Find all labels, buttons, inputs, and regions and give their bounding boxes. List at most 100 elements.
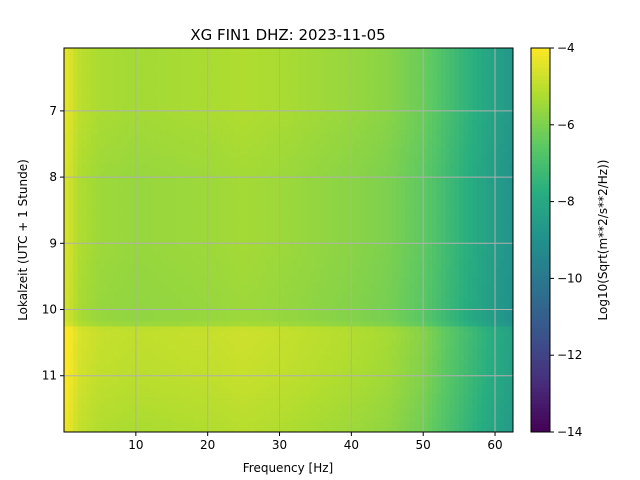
- heatmap-cell: [423, 235, 429, 241]
- heatmap-cell: [86, 211, 92, 217]
- heatmap-cell: [427, 124, 433, 130]
- heatmap-cell: [495, 96, 500, 102]
- heatmap-cell: [167, 115, 173, 121]
- heatmap-cell: [221, 134, 227, 140]
- heatmap-cell: [158, 235, 164, 241]
- heatmap-cell: [176, 81, 182, 87]
- heatmap-cell: [369, 48, 375, 54]
- heatmap-cell: [248, 278, 253, 284]
- heatmap-cell: [135, 278, 141, 284]
- heatmap-cell: [72, 67, 78, 73]
- heatmap-cell: [346, 268, 352, 274]
- heatmap-cell: [328, 76, 334, 82]
- heatmap-cell: [153, 225, 159, 231]
- heatmap-cell: [86, 254, 92, 260]
- heatmap-cell: [207, 235, 213, 241]
- heatmap-cell: [369, 264, 375, 270]
- heatmap-cell: [95, 244, 101, 250]
- heatmap-cell: [248, 100, 253, 106]
- heatmap-cell: [373, 110, 379, 116]
- heatmap-cell: [185, 153, 191, 159]
- heatmap-cell: [149, 192, 155, 198]
- heatmap-cell: [68, 268, 74, 274]
- heatmap-cell: [351, 220, 357, 226]
- heatmap-cell: [171, 81, 177, 87]
- heatmap-cell: [99, 187, 105, 193]
- heatmap-cell: [400, 72, 406, 78]
- heatmap-cell: [86, 268, 92, 274]
- heatmap-cell: [270, 230, 276, 236]
- heatmap-cell: [275, 254, 280, 260]
- heatmap-cell: [68, 158, 74, 164]
- heatmap-cell: [468, 201, 473, 207]
- heatmap-cell: [207, 196, 213, 202]
- heatmap-cell: [378, 264, 384, 270]
- heatmap-cell: [117, 105, 123, 111]
- heatmap-cell: [360, 187, 366, 193]
- heatmap-cell: [306, 134, 312, 140]
- heatmap-cell: [459, 206, 465, 212]
- heatmap-cell: [373, 48, 379, 54]
- heatmap-cell: [99, 105, 105, 111]
- heatmap-cell: [270, 100, 276, 106]
- heatmap-cell: [310, 216, 316, 222]
- heatmap-cell: [149, 273, 155, 279]
- heatmap-cell: [176, 268, 182, 274]
- heatmap-cell: [212, 62, 218, 68]
- heatmap-cell: [275, 216, 280, 222]
- heatmap-cell: [86, 72, 92, 78]
- heatmap-cell: [194, 100, 200, 106]
- heatmap-cell: [275, 201, 280, 207]
- heatmap-cell: [99, 81, 105, 87]
- heatmap-cell: [369, 144, 375, 150]
- heatmap-cell: [81, 48, 87, 54]
- heatmap-cell: [342, 230, 348, 236]
- heatmap-cell: [418, 76, 424, 82]
- heatmap-cell: [95, 283, 101, 289]
- heatmap-cell: [72, 148, 78, 154]
- heatmap-cell: [64, 124, 69, 130]
- heatmap-cell: [90, 230, 96, 236]
- heatmap-cell: [108, 105, 114, 111]
- heatmap-cell: [436, 259, 442, 265]
- heatmap-cell: [180, 244, 186, 250]
- heatmap-cell: [108, 268, 114, 274]
- heatmap-cell: [450, 124, 456, 130]
- heatmap-cell: [324, 196, 330, 202]
- heatmap-cell: [144, 76, 150, 82]
- heatmap-cell: [423, 86, 429, 92]
- heatmap-cell: [135, 187, 141, 193]
- heatmap-cell: [176, 192, 182, 198]
- heatmap-cell: [99, 168, 105, 174]
- heatmap-cell: [355, 110, 361, 116]
- heatmap-cell: [405, 201, 411, 207]
- heatmap-cell: [360, 225, 366, 231]
- heatmap-cell: [499, 148, 505, 154]
- heatmap-cell: [297, 76, 303, 82]
- heatmap-cell: [135, 225, 141, 231]
- heatmap-cell: [203, 240, 209, 246]
- heatmap-cell: [495, 81, 500, 87]
- heatmap-cell: [113, 206, 119, 212]
- heatmap-cell: [113, 196, 119, 202]
- heatmap-cell: [162, 249, 168, 255]
- heatmap-cell: [185, 129, 191, 135]
- heatmap-cell: [472, 105, 478, 111]
- heatmap-cell: [104, 139, 110, 145]
- heatmap-cell: [481, 264, 487, 270]
- heatmap-cell: [432, 168, 438, 174]
- heatmap-cell: [450, 129, 456, 135]
- heatmap-cell: [176, 244, 182, 250]
- heatmap-cell: [266, 201, 271, 207]
- heatmap-cell: [477, 240, 482, 246]
- heatmap-cell: [225, 105, 231, 111]
- heatmap-cell: [472, 206, 478, 212]
- heatmap-cell: [490, 105, 496, 111]
- heatmap-cell: [337, 148, 343, 154]
- heatmap-cell: [495, 105, 500, 111]
- heatmap-cell: [64, 163, 69, 169]
- heatmap-cell: [117, 72, 123, 78]
- heatmap-cell: [319, 182, 325, 188]
- heatmap-cell: [176, 124, 182, 130]
- heatmap-cell: [364, 220, 370, 226]
